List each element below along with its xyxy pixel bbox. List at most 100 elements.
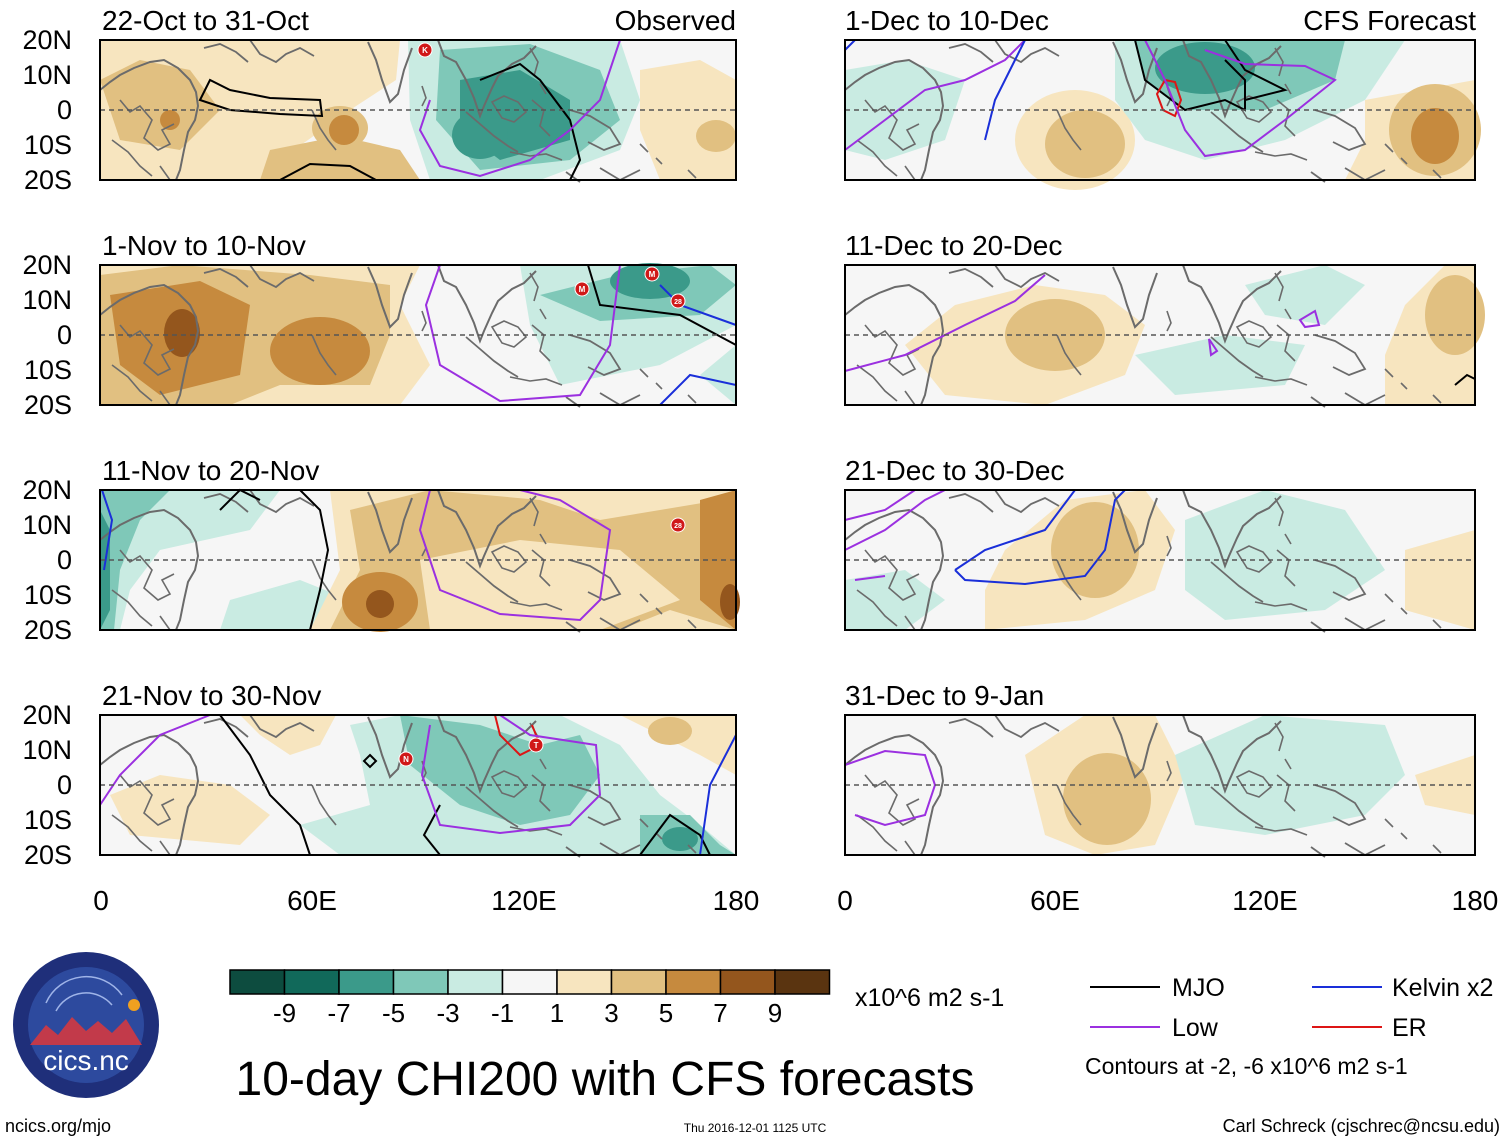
forecast-header: CFS Forecast [1303,5,1476,36]
svg-text:10S: 10S [24,805,72,835]
colorbar-swatch [665,969,722,995]
colorbar: -9 -7 -5 -3 -1 1 3 5 7 9 [229,969,831,1028]
colorbar-tick-label: 9 [768,998,782,1028]
colorbar-swatch [501,969,558,995]
svg-text:180: 180 [1452,885,1499,916]
contour-legend: MJO Kelvin x2 Low ER Contours at -2, -6 … [1085,974,1493,1079]
svg-text:28: 28 [674,299,682,306]
panel-4 [844,39,1481,190]
colorbar-tick-label: 7 [713,998,727,1028]
svg-text:Kelvin x2: Kelvin x2 [1392,974,1493,1002]
colorbar-swatch [719,969,776,995]
panel-title: 1-Nov to 10-Nov [102,230,306,261]
colorbar-swatches [229,969,831,995]
panel-6-shading [845,490,1475,630]
timestamp: Thu 2016-12-01 1125 UTC [684,1121,827,1135]
colorbar-swatch [338,969,395,995]
panel-2: 28 [99,488,740,633]
colorbar-tick-label: 5 [659,998,673,1028]
storm-marker: M [644,266,660,282]
panel-4-shading [845,40,1481,190]
panel-0: K [99,39,737,183]
colorbar-swatch [229,969,286,995]
svg-text:20S: 20S [24,390,72,420]
storm-marker: M [574,281,590,297]
colorbar-tick-label: -5 [382,998,405,1028]
svg-text:0: 0 [57,95,72,125]
colorbar-tick-label: 3 [604,998,618,1028]
svg-text:120E: 120E [1232,885,1297,916]
colorbar-tick-label: 1 [550,998,564,1028]
colorbar-swatch [556,969,613,995]
colorbar-tick-label: -7 [327,998,350,1028]
colorbar-swatch [447,969,504,995]
panel-title: 21-Dec to 30-Dec [845,455,1064,486]
svg-text:10S: 10S [24,580,72,610]
cics-logo: cics.nc [13,952,159,1098]
panel-7 [844,714,1476,858]
svg-text:60E: 60E [287,885,337,916]
panel-title: 1-Dec to 10-Dec [845,5,1049,36]
svg-text:20S: 20S [24,165,72,195]
svg-text:MJO: MJO [1172,974,1225,1002]
svg-text:M: M [649,270,656,279]
svg-text:10N: 10N [22,285,72,315]
panel-3: N T [99,714,737,858]
panel-1: M M 28 [99,263,737,408]
colorbar-swatch [774,969,831,995]
svg-text:0: 0 [57,545,72,575]
storm-marker: 28 [670,293,686,309]
colorbar-tick-label: -3 [436,998,459,1028]
svg-text:20S: 20S [24,615,72,645]
svg-text:10N: 10N [22,60,72,90]
svg-text:ER: ER [1392,1014,1427,1042]
svg-text:20S: 20S [24,840,72,870]
colorbar-swatch [610,969,667,995]
svg-text:120E: 120E [491,885,556,916]
svg-text:N: N [403,755,409,764]
svg-text:T: T [534,741,539,750]
svg-text:0: 0 [57,320,72,350]
storm-marker: N [398,751,414,767]
panel-title: 11-Nov to 20-Nov [102,455,319,486]
site-url[interactable]: ncics.org/mjo [5,1116,111,1136]
panel-title: 22-Oct to 31-Oct [102,5,309,36]
colorbar-tick-labels: -9 -7 -5 -3 -1 1 3 5 7 9 [273,998,782,1028]
colorbar-units: x10^6 m2 s-1 [855,984,1004,1012]
storm-marker: T [528,737,544,753]
colorbar-tick-label: -1 [491,998,514,1028]
svg-text:0: 0 [93,885,109,916]
svg-text:Low: Low [1172,1014,1219,1042]
logo-wordmark: cics.nc [43,1045,129,1076]
figure-title: 10-day CHI200 with CFS forecasts [236,1053,975,1106]
svg-text:0: 0 [837,885,853,916]
svg-text:10N: 10N [22,735,72,765]
svg-text:10N: 10N [22,510,72,540]
svg-text:10S: 10S [24,355,72,385]
observed-header: Observed [615,5,736,36]
contour-note: Contours at -2, -6 x10^6 m2 s-1 [1085,1053,1408,1079]
colorbar-tick-label: -9 [273,998,296,1028]
panel-title: 11-Dec to 20-Dec [845,230,1062,261]
panel-title: 21-Nov to 30-Nov [102,680,321,711]
svg-text:28: 28 [674,523,682,530]
colorbar-swatch [392,969,449,995]
panel-5 [844,264,1485,408]
panel-6 [844,489,1476,633]
svg-text:180: 180 [713,885,760,916]
svg-text:60E: 60E [1030,885,1080,916]
svg-text:20N: 20N [22,25,72,55]
lon-axis-labels: 0 60E 120E 180 0 60E 120E 180 [93,885,1498,916]
svg-text:20N: 20N [22,250,72,280]
svg-text:10S: 10S [24,130,72,160]
panel-titles: 22-Oct to 31-Oct 1-Nov to 10-Nov 11-Nov … [102,5,1476,711]
svg-text:M: M [579,285,586,294]
panel-title: 31-Dec to 9-Jan [845,680,1044,711]
lat-axis-labels: 20N 10N 0 10S 20S 20N 10N 0 10S 20S 20N … [22,25,72,870]
svg-text:20N: 20N [22,700,72,730]
author-credit: Carl Schreck (cjschrec@ncsu.edu) [1223,1116,1500,1136]
storm-marker: 28 [670,517,686,533]
storm-marker: K [417,42,433,58]
colorbar-swatch [283,969,340,995]
